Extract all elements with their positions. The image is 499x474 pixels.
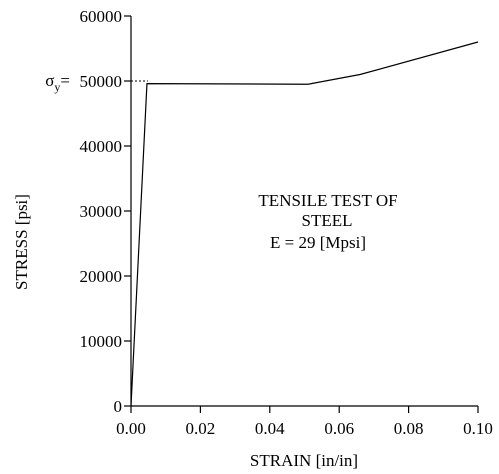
y-axis-ticks: 0 10000 20000 30000 40000 50000 60000 (80, 7, 131, 416)
annotation-line-1: TENSILE TEST OF (258, 191, 397, 210)
y-tick-label: 50000 (80, 72, 123, 91)
x-tick-label: 0.06 (324, 419, 354, 438)
x-axis-ticks: 0.00 0.02 0.04 0.06 0.08 0.10 (116, 406, 493, 438)
x-tick-label: 0.02 (186, 419, 216, 438)
y-tick-label: 0 (114, 397, 123, 416)
x-axis-label: STRAIN [in/in] (250, 451, 358, 470)
yield-subscript: y (54, 80, 60, 94)
x-tick-label: 0.10 (463, 419, 493, 438)
y-tick-label: 40000 (80, 137, 123, 156)
y-tick-label: 30000 (80, 202, 123, 221)
annotation-line-2: STEEL (302, 211, 353, 230)
series-layer (130, 41, 479, 407)
y-tick-label: 20000 (80, 267, 123, 286)
yield-equals-sign: = (60, 71, 70, 90)
series-line-0 (130, 41, 479, 407)
yield-stress-label: σy= (45, 71, 70, 94)
x-tick-label: 0.00 (116, 419, 146, 438)
yield-sigma-symbol: σ (45, 71, 54, 90)
y-tick-label: 10000 (80, 332, 123, 351)
annotation-line-3: E = 29 [Mpsi] (270, 233, 366, 252)
y-axis-label: STRESS [psi] (12, 194, 31, 290)
y-tick-label: 60000 (80, 7, 123, 26)
x-tick-label: 0.04 (255, 419, 285, 438)
x-tick-label: 0.08 (394, 419, 424, 438)
